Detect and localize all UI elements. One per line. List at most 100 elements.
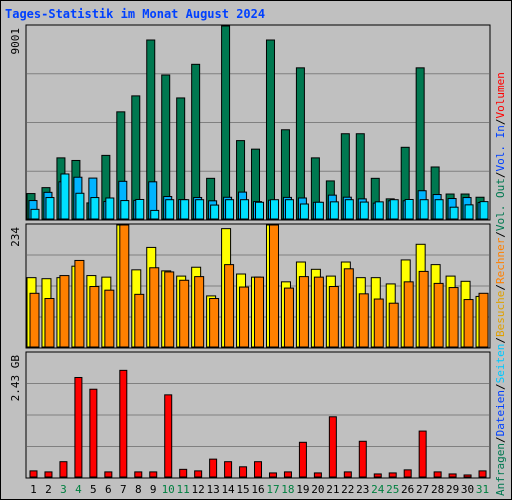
x bbox=[283, 287, 294, 348]
x bbox=[265, 39, 275, 220]
day-tick-label: 8 bbox=[135, 483, 142, 496]
x bbox=[373, 298, 384, 348]
x bbox=[314, 201, 324, 220]
day-tick-label: 4 bbox=[75, 483, 82, 496]
x bbox=[44, 298, 55, 348]
x bbox=[358, 293, 369, 348]
x bbox=[295, 67, 305, 220]
day-tick-label: 15 bbox=[236, 483, 249, 496]
x bbox=[283, 471, 292, 478]
legend-entry: Anfragen bbox=[494, 443, 507, 496]
x bbox=[210, 204, 220, 220]
day-tick-label: 26 bbox=[401, 483, 414, 496]
x bbox=[120, 200, 130, 220]
x bbox=[403, 469, 412, 478]
x bbox=[44, 471, 53, 478]
x bbox=[329, 201, 339, 220]
legend-entry: Vol. Out bbox=[494, 178, 507, 231]
day-tick-label: 31 bbox=[476, 483, 489, 496]
x bbox=[164, 271, 175, 348]
x bbox=[240, 199, 250, 220]
day-tick-label: 9 bbox=[150, 483, 157, 496]
day-tick-label: 18 bbox=[281, 483, 294, 496]
x bbox=[463, 299, 474, 348]
x bbox=[344, 199, 354, 220]
x bbox=[209, 298, 220, 348]
x bbox=[119, 224, 130, 348]
legend-entry: / bbox=[494, 118, 507, 125]
x bbox=[224, 264, 235, 348]
x bbox=[434, 199, 444, 220]
day-tick-label: 6 bbox=[105, 483, 112, 496]
day-tick-label: 5 bbox=[90, 483, 97, 496]
x bbox=[299, 203, 309, 220]
x bbox=[328, 416, 337, 478]
x bbox=[478, 470, 487, 478]
x bbox=[134, 471, 143, 478]
x bbox=[180, 199, 190, 220]
x bbox=[269, 199, 279, 220]
x bbox=[404, 198, 414, 220]
day-tick-label: 13 bbox=[206, 483, 219, 496]
x bbox=[209, 458, 218, 478]
x bbox=[74, 376, 83, 478]
day-tick-label: 16 bbox=[251, 483, 264, 496]
x bbox=[255, 201, 265, 220]
x bbox=[284, 199, 294, 220]
x bbox=[403, 281, 414, 348]
x bbox=[179, 279, 190, 348]
day-tick-label: 17 bbox=[266, 483, 279, 496]
volume-panel-ymax-label: 2.43 GB bbox=[9, 355, 22, 402]
x bbox=[343, 471, 352, 478]
visits-panel-ymax-label: 234 bbox=[9, 227, 22, 247]
series-legend: Anfragen/Dateien/Seiten/Besuche/Rechner/… bbox=[494, 72, 507, 496]
legend-entry: / bbox=[494, 337, 507, 344]
x bbox=[418, 430, 427, 478]
x bbox=[104, 471, 113, 478]
day-tick-label: 1 bbox=[30, 483, 37, 496]
x bbox=[254, 276, 265, 348]
x bbox=[135, 198, 145, 220]
x bbox=[179, 468, 188, 478]
day-tick-label: 25 bbox=[386, 483, 399, 496]
x bbox=[433, 471, 442, 478]
day-tick-label: 23 bbox=[356, 483, 369, 496]
x bbox=[239, 466, 248, 478]
day-tick-label: 21 bbox=[326, 483, 339, 496]
day-tick-label: 20 bbox=[311, 483, 324, 496]
x bbox=[359, 201, 369, 220]
x bbox=[59, 275, 70, 348]
x bbox=[389, 199, 399, 220]
x bbox=[165, 199, 175, 220]
x bbox=[89, 388, 98, 478]
x bbox=[254, 461, 263, 478]
x bbox=[388, 472, 397, 478]
x bbox=[75, 192, 85, 220]
legend-entry: Rechner bbox=[494, 237, 507, 284]
requests-panel-ymax-label: 9001 bbox=[9, 28, 22, 55]
chart-title: Tages-Statistik im Monat August 2024 bbox=[5, 7, 266, 21]
day-tick-label: 2 bbox=[45, 483, 52, 496]
x bbox=[373, 473, 382, 478]
day-tick-label: 10 bbox=[162, 483, 175, 496]
x bbox=[268, 472, 277, 478]
legend-entry: Volumen bbox=[494, 72, 507, 118]
legend-entry: Besuche bbox=[494, 291, 507, 337]
x bbox=[388, 302, 399, 348]
x bbox=[433, 282, 444, 348]
x bbox=[29, 292, 40, 348]
x bbox=[45, 197, 55, 220]
x bbox=[134, 293, 145, 348]
x bbox=[104, 289, 115, 348]
x bbox=[90, 197, 100, 220]
day-tick-label: 14 bbox=[221, 483, 235, 496]
legend-entry: / bbox=[494, 231, 507, 238]
x bbox=[149, 471, 158, 478]
x bbox=[449, 206, 459, 220]
x bbox=[343, 268, 354, 348]
x bbox=[358, 440, 367, 478]
x bbox=[195, 199, 205, 220]
x bbox=[194, 276, 205, 348]
x bbox=[313, 276, 324, 348]
